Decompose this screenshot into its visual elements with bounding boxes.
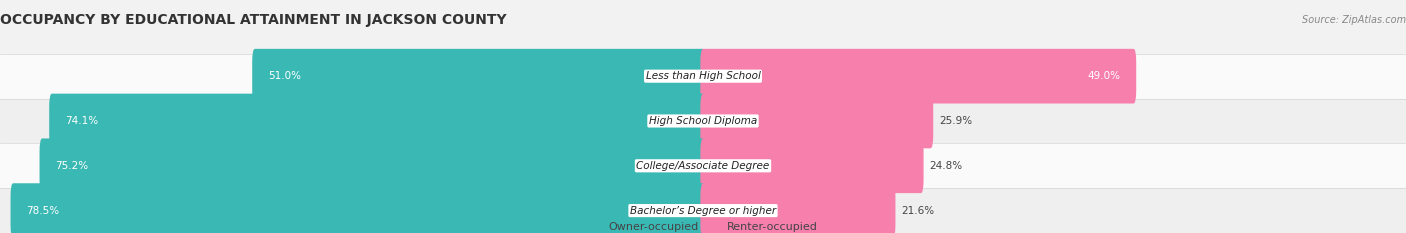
Text: 75.2%: 75.2%	[55, 161, 89, 171]
FancyBboxPatch shape	[39, 138, 706, 193]
Text: Bachelor’s Degree or higher: Bachelor’s Degree or higher	[630, 206, 776, 216]
Text: College/Associate Degree: College/Associate Degree	[637, 161, 769, 171]
FancyBboxPatch shape	[700, 183, 896, 233]
Text: Less than High School: Less than High School	[645, 71, 761, 81]
Bar	[0, 188, 1406, 233]
FancyBboxPatch shape	[700, 138, 924, 193]
Text: 74.1%: 74.1%	[65, 116, 98, 126]
Text: 25.9%: 25.9%	[939, 116, 973, 126]
FancyBboxPatch shape	[700, 94, 934, 148]
FancyBboxPatch shape	[49, 94, 706, 148]
Text: 21.6%: 21.6%	[901, 206, 935, 216]
Bar	[0, 54, 1406, 99]
Bar	[0, 143, 1406, 188]
Legend: Owner-occupied, Renter-occupied: Owner-occupied, Renter-occupied	[588, 222, 818, 232]
FancyBboxPatch shape	[252, 49, 706, 103]
Text: 51.0%: 51.0%	[269, 71, 301, 81]
Text: 24.8%: 24.8%	[929, 161, 963, 171]
FancyBboxPatch shape	[11, 183, 706, 233]
FancyBboxPatch shape	[700, 49, 1136, 103]
Text: Source: ZipAtlas.com: Source: ZipAtlas.com	[1302, 15, 1406, 25]
Bar	[0, 99, 1406, 143]
Text: 49.0%: 49.0%	[1087, 71, 1121, 81]
Text: High School Diploma: High School Diploma	[650, 116, 756, 126]
Text: 78.5%: 78.5%	[27, 206, 59, 216]
Text: OCCUPANCY BY EDUCATIONAL ATTAINMENT IN JACKSON COUNTY: OCCUPANCY BY EDUCATIONAL ATTAINMENT IN J…	[0, 13, 506, 27]
